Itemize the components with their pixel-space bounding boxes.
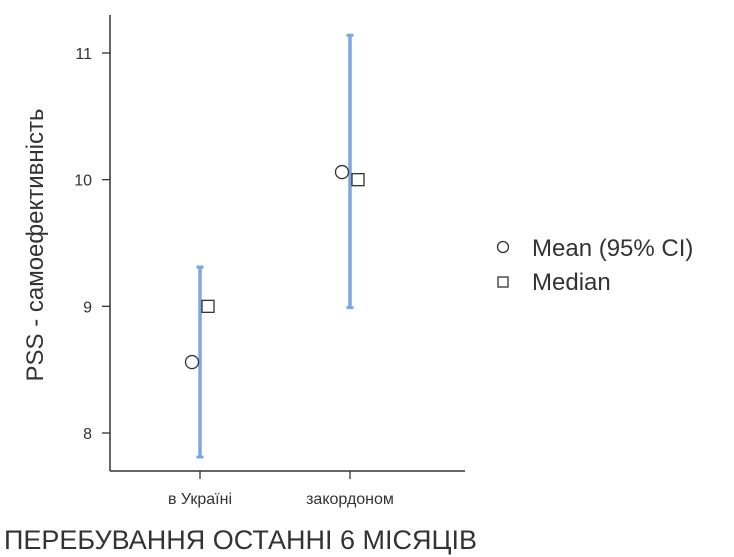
legend: Mean (95% CI) Median <box>496 235 693 296</box>
y-tick-label: 11 <box>75 46 92 63</box>
mean-point <box>334 164 350 180</box>
median-point <box>351 173 365 187</box>
y-tick-label: 10 <box>74 173 92 190</box>
legend-mean-symbol <box>496 240 510 254</box>
y-tick-label: 9 <box>83 299 92 316</box>
y-tick-label: 8 <box>83 426 92 443</box>
x-axis-title: ПЕРЕБУВАННЯ ОСТАННІ 6 МІСЯЦІВ <box>4 525 477 555</box>
data-marks <box>184 33 365 459</box>
legend-median-label: Median <box>532 269 611 296</box>
y-axis-title: PSS - самоефективність <box>22 109 49 382</box>
x-tick-label: в Україні <box>168 491 232 508</box>
mean-point <box>184 354 200 370</box>
legend-median-symbol <box>497 276 509 288</box>
legend-mean-label: Mean (95% CI) <box>532 235 693 262</box>
x-tick-label: закордоном <box>306 491 394 508</box>
median-point <box>201 299 215 313</box>
y-ticks: 8 9 10 11 <box>74 46 110 443</box>
axes: 8 9 10 11 в Україні закордоном <box>74 15 465 508</box>
x-ticks: в Україні закордоном <box>168 471 394 508</box>
